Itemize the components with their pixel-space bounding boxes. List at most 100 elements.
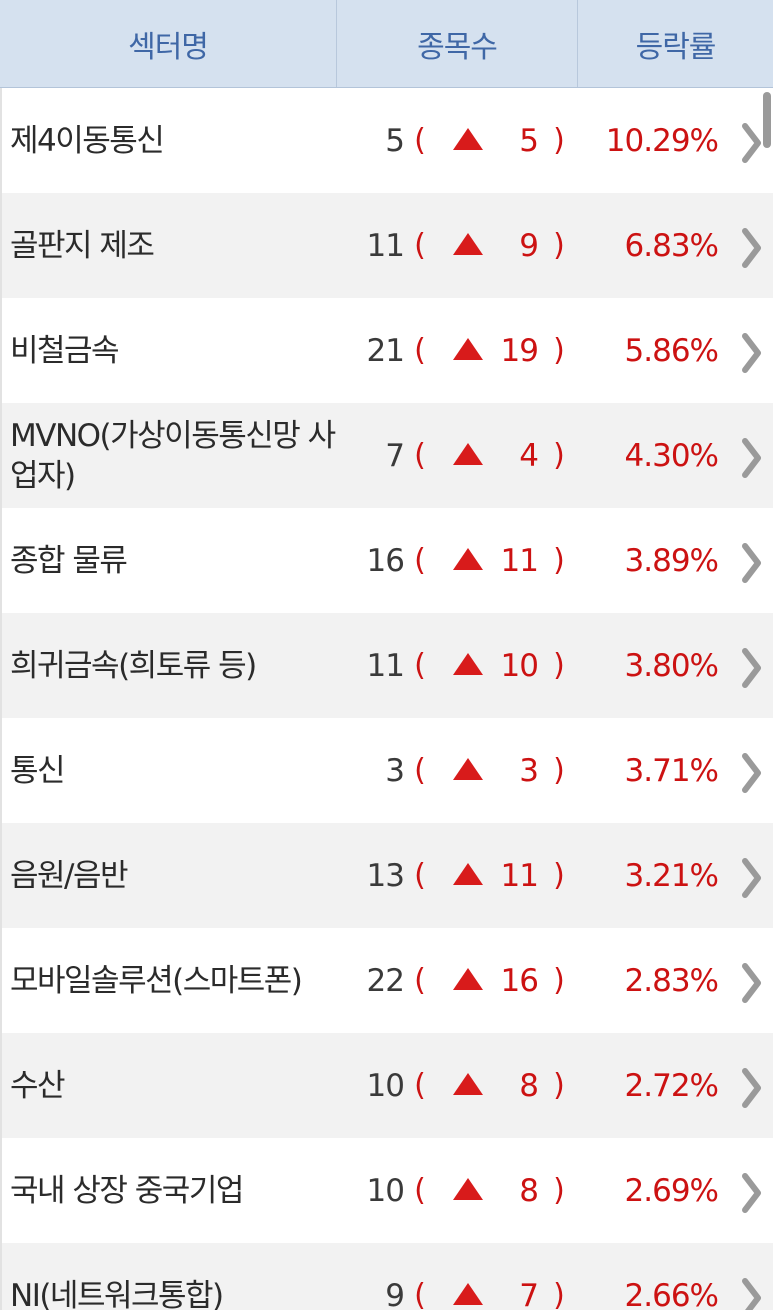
chevron-right-icon[interactable] [738, 646, 764, 690]
chevron-right-icon[interactable] [738, 751, 764, 795]
sector-list: 제4이동통신 5 (5) 10.29% 골판지 제조 11 (9) 6.83% 비철금속 21 (1… [0, 88, 773, 1310]
open-paren: ( [414, 1068, 426, 1103]
sector-name: 종합 물류 [10, 542, 128, 579]
sector-row[interactable]: 비철금속 21 (19) 5.86% [0, 298, 773, 403]
rising-stock-count: 8 [519, 1172, 539, 1209]
close-paren: ) [553, 753, 565, 788]
close-paren: ) [553, 858, 565, 893]
rising-stock-count: 16 [500, 962, 539, 999]
up-triangle-icon [453, 1283, 483, 1305]
up-triangle-icon [453, 653, 483, 675]
chevron-right-icon[interactable] [738, 541, 764, 585]
rising-stock-count: 11 [500, 542, 539, 579]
close-paren: ) [553, 333, 565, 368]
open-paren: ( [414, 123, 426, 158]
total-stock-count: 10 [366, 1172, 405, 1209]
total-stock-count: 5 [385, 122, 405, 159]
up-triangle-icon [453, 548, 483, 570]
sector-row[interactable]: 희귀금속(희토류 등) 11 (10) 3.80% [0, 613, 773, 718]
sector-column-header[interactable]: 섹터명 [0, 0, 337, 87]
close-paren: ) [553, 1278, 565, 1310]
total-stock-count: 7 [385, 437, 405, 474]
chevron-right-icon[interactable] [738, 331, 764, 375]
sector-name: 모바일솔루션(스마트폰) [10, 962, 303, 999]
open-paren: ( [414, 333, 426, 368]
rising-stock-count: 4 [519, 437, 539, 474]
chevron-right-icon[interactable] [738, 1171, 764, 1215]
total-stock-count: 21 [366, 332, 405, 369]
total-stock-count: 13 [366, 857, 405, 894]
sector-row[interactable]: 수산 10 (8) 2.72% [0, 1033, 773, 1138]
sector-name: NI(네트워크통합) [10, 1277, 224, 1310]
rising-stock-count: 7 [519, 1277, 539, 1310]
count-column-header[interactable]: 종목수 [337, 0, 578, 87]
chevron-right-icon[interactable] [738, 1066, 764, 1110]
chevron-right-icon[interactable] [738, 121, 764, 165]
open-paren: ( [414, 648, 426, 683]
sector-row[interactable]: MVNO(가상이동통신망 사업자) 7 (4) 4.30% [0, 403, 773, 508]
change-rate: 2.72% [624, 1067, 719, 1104]
sector-row[interactable]: 제4이동통신 5 (5) 10.29% [0, 88, 773, 193]
open-paren: ( [414, 438, 426, 473]
close-paren: ) [553, 648, 565, 683]
change-rate: 5.86% [624, 332, 719, 369]
sector-row[interactable]: 모바일솔루션(스마트폰) 22 (16) 2.83% [0, 928, 773, 1033]
up-triangle-icon [453, 1178, 483, 1200]
sector-row[interactable]: 골판지 제조 11 (9) 6.83% [0, 193, 773, 298]
change-rate: 3.89% [624, 542, 719, 579]
open-paren: ( [414, 858, 426, 893]
close-paren: ) [553, 1068, 565, 1103]
change-rate: 2.69% [624, 1172, 719, 1209]
change-rate: 3.71% [624, 752, 719, 789]
sector-row[interactable]: NI(네트워크통합) 9 (7) 2.66% [0, 1243, 773, 1310]
rising-stock-count: 19 [500, 332, 539, 369]
up-triangle-icon [453, 233, 483, 255]
chevron-right-icon[interactable] [738, 436, 764, 480]
change-rate: 10.29% [605, 122, 719, 159]
total-stock-count: 11 [366, 647, 405, 684]
change-rate: 4.30% [624, 437, 719, 474]
change-rate: 3.21% [624, 857, 719, 894]
close-paren: ) [553, 963, 565, 998]
change-rate: 3.80% [624, 647, 719, 684]
change-rate: 2.83% [624, 962, 719, 999]
close-paren: ) [553, 228, 565, 263]
close-paren: ) [553, 543, 565, 578]
chevron-right-icon[interactable] [738, 1276, 764, 1310]
change-rate: 6.83% [624, 227, 719, 264]
chevron-right-icon[interactable] [738, 961, 764, 1005]
open-paren: ( [414, 543, 426, 578]
rising-stock-count: 9 [519, 227, 539, 264]
rising-stock-count: 3 [519, 752, 539, 789]
up-triangle-icon [453, 128, 483, 150]
total-stock-count: 10 [366, 1067, 405, 1104]
sector-name: 골판지 제조 [10, 227, 155, 264]
chevron-right-icon[interactable] [738, 226, 764, 270]
close-paren: ) [553, 123, 565, 158]
rate-column-header[interactable]: 등락률 [635, 29, 717, 65]
open-paren: ( [414, 1278, 426, 1310]
scrollbar[interactable] [763, 92, 771, 148]
change-rate: 2.66% [624, 1277, 719, 1310]
up-triangle-icon [453, 443, 483, 465]
rising-stock-count: 8 [519, 1067, 539, 1104]
sector-name: MVNO(가상이동통신망 사업자) [10, 417, 336, 494]
sector-name: 국내 상장 중국기업 [10, 1172, 244, 1209]
sector-row[interactable]: 국내 상장 중국기업 10 (8) 2.69% [0, 1138, 773, 1243]
open-paren: ( [414, 963, 426, 998]
sector-row[interactable]: 음원/음반 13 (11) 3.21% [0, 823, 773, 928]
up-triangle-icon [453, 968, 483, 990]
total-stock-count: 16 [366, 542, 405, 579]
up-triangle-icon [453, 338, 483, 360]
rising-stock-count: 10 [500, 647, 539, 684]
up-triangle-icon [453, 863, 483, 885]
sector-name: 제4이동통신 [10, 122, 165, 159]
sector-row[interactable]: 통신 3 (3) 3.71% [0, 718, 773, 823]
sector-row[interactable]: 종합 물류 16 (11) 3.89% [0, 508, 773, 613]
rising-stock-count: 5 [519, 122, 539, 159]
open-paren: ( [414, 1173, 426, 1208]
chevron-right-icon[interactable] [738, 856, 764, 900]
close-paren: ) [553, 438, 565, 473]
total-stock-count: 9 [385, 1277, 405, 1310]
